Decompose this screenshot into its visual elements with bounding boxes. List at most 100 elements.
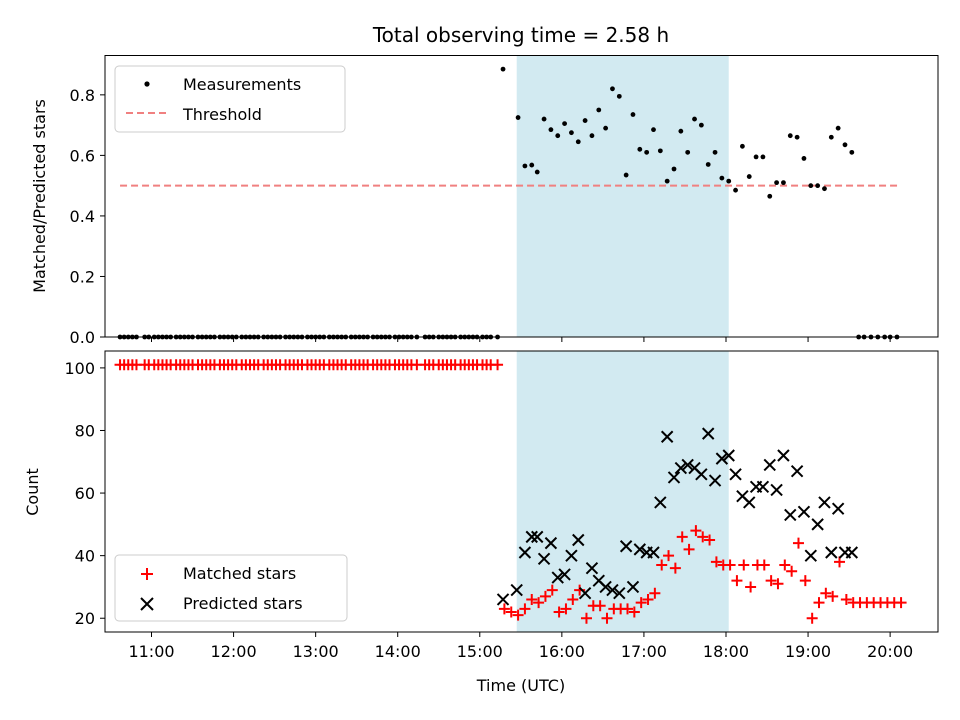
predicted-star-point (660, 430, 674, 443)
predicted-star-point (613, 586, 626, 600)
matched-star-point (772, 578, 784, 590)
measurement-point (774, 180, 779, 186)
measurement-point (548, 127, 554, 133)
matched-star-point (663, 550, 675, 562)
legend-matched-marker (141, 568, 153, 580)
matched-star-point (492, 359, 504, 371)
predicted-star-point (606, 583, 619, 597)
predicted-star-point (619, 540, 633, 553)
measurement-point (822, 186, 827, 192)
measurement-point (767, 193, 773, 199)
x-axis-label: Time (UTC) (476, 676, 565, 695)
bottom-legend: Matched stars Predicted stars (114, 554, 348, 622)
matched-star-point (676, 531, 688, 543)
measurement-point (794, 134, 800, 140)
predicted-star-point (804, 549, 818, 562)
measurement-point (596, 107, 602, 113)
predicted-star-point (525, 530, 538, 544)
matched-star-point (724, 559, 736, 571)
measurement-point (753, 154, 759, 160)
matched-star-point (546, 584, 558, 596)
measurement-point (637, 146, 643, 152)
matched-star-point (731, 575, 743, 587)
measurement-point (698, 122, 704, 128)
top-y-tick-label: 0.6 (70, 146, 95, 165)
measurement-point (671, 166, 677, 172)
legend-predicted-label: Predicted stars (183, 594, 303, 613)
x-tick-label: 19:00 (785, 642, 831, 661)
predicted-star-point (558, 568, 571, 581)
top-legend-box (114, 65, 346, 133)
predicted-star-point (537, 552, 551, 565)
matched-star-point (820, 587, 832, 599)
bottom-y-tick-label: 40 (75, 547, 95, 566)
legend-matched-label: Matched stars (183, 564, 296, 583)
legend-measurements-label: Measurements (183, 75, 301, 94)
predicted-star-point (701, 427, 715, 440)
measurement-point (644, 149, 650, 155)
predicted-star-point (695, 468, 708, 481)
matched-star-point (669, 562, 681, 574)
measurement-point (692, 116, 697, 122)
top-y-axis-label: Matched/Predicted stars (30, 99, 49, 293)
predicted-star-point (797, 505, 811, 519)
matched-star-point (560, 603, 572, 615)
measurement-point (555, 133, 561, 139)
x-tick-label: 13:00 (293, 642, 339, 661)
predicted-star-point (599, 580, 612, 594)
x-tick-label: 12:00 (211, 642, 257, 661)
bottom-panel-frame (104, 350, 939, 633)
matched-star-point (519, 603, 531, 615)
x-tick-label: 20:00 (867, 642, 913, 661)
matched-star-point (806, 612, 818, 624)
top-observing-span (516, 55, 729, 337)
predicted-star-point (811, 518, 824, 531)
predicted-star-point (531, 530, 544, 544)
measurement-point (522, 163, 528, 169)
predicted-star-point (654, 496, 667, 509)
predicted-star-point (743, 496, 756, 509)
bottom-legend-box (114, 554, 348, 622)
predicted-star-point (510, 583, 523, 597)
bottom-y-tick-label: 60 (75, 484, 95, 503)
top-y-tick-label: 0.4 (70, 207, 95, 226)
measurement-point (678, 128, 684, 134)
measurement-point (712, 149, 718, 155)
predicted-star-point (496, 593, 510, 606)
predicted-star-point (790, 464, 804, 478)
matched-star-point (526, 593, 538, 605)
matched-star-point (628, 606, 640, 618)
matched-star-point (505, 606, 517, 618)
predicted-star-point (715, 452, 729, 465)
matched-star-point (710, 556, 722, 568)
predicted-star-point (518, 546, 532, 559)
x-tick-label: 17:00 (621, 642, 667, 661)
predicted-star-point (626, 580, 640, 594)
measurement-point (541, 116, 547, 122)
measurement-point (616, 93, 622, 99)
bottom-y-axis-label: Count (23, 468, 42, 516)
matched-star-point (738, 559, 750, 571)
predicted-star-point (572, 533, 585, 547)
measurement-point (787, 133, 793, 139)
figure-title: Total observing time = 2.58 h (372, 23, 669, 47)
predicted-star-point (722, 449, 735, 462)
matched-star-point (758, 559, 770, 571)
predicted-star-point (729, 468, 742, 481)
predicted-star-point (647, 546, 660, 559)
predicted-star-point (770, 483, 783, 497)
x-tick-label: 14:00 (375, 642, 421, 661)
matched-star-point (580, 612, 592, 624)
measurement-point (835, 125, 841, 131)
predicted-star-point (708, 474, 722, 487)
measurement-point (746, 174, 752, 179)
matched-star-point (498, 603, 510, 615)
measurement-point (610, 86, 615, 92)
x-tick-label: 18:00 (703, 642, 749, 661)
measurement-point (760, 154, 766, 160)
predicted-star-point (633, 543, 647, 556)
measurement-point (801, 156, 807, 161)
predicted-star-point (565, 549, 578, 562)
matched-star-point (827, 590, 839, 602)
